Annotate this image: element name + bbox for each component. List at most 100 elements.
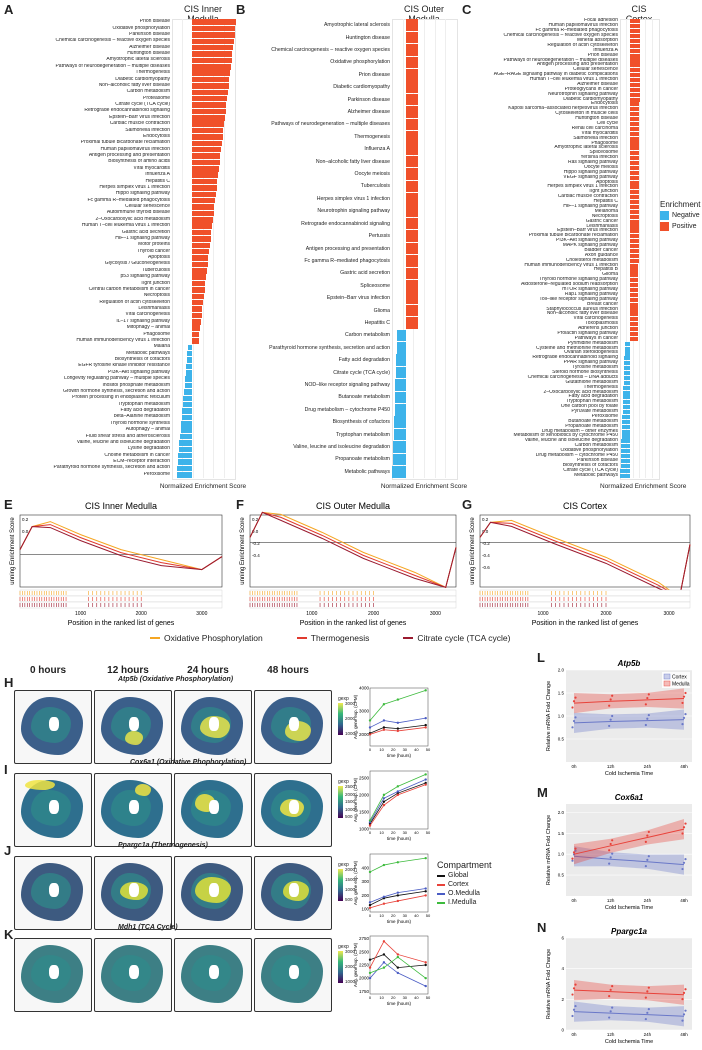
- negative-bar: [622, 410, 630, 415]
- trend-line-cortex: [573, 1011, 685, 1017]
- series-point: [382, 797, 386, 800]
- pathway-label: Oxidative phosphorylation: [560, 448, 618, 454]
- gsea-ytick: -0.2: [252, 541, 260, 546]
- series-line-imedulla: [369, 956, 426, 979]
- negative-bar: [177, 465, 192, 472]
- pathway-label: Tyrosine metabolism: [572, 365, 618, 371]
- qpcr-point: [681, 722, 684, 726]
- negative-bar: [180, 427, 192, 433]
- positive-bar: [192, 76, 230, 83]
- negative-bar: [620, 473, 630, 478]
- positive-bar: [192, 236, 211, 242]
- series-point: [368, 901, 372, 904]
- pathway-label: Hepatitis B: [593, 267, 618, 273]
- pathway-label: Tight junction: [588, 189, 618, 195]
- pathway-label: Human immunodeficiency virus 1 infection: [524, 262, 618, 268]
- qpcr-point: [608, 849, 611, 852]
- pathway-label: Citrate cycle (TCA cycle): [115, 102, 170, 108]
- line-ytick: 2750: [359, 936, 370, 941]
- positive-bar: [192, 64, 231, 70]
- negative-bar: [623, 395, 630, 400]
- pathway-label: Longevity regulating pathway – multiple …: [64, 376, 170, 382]
- series-point: [396, 971, 400, 975]
- series-point: [382, 728, 386, 731]
- gsea-xlabel: Position in the ranked list of genes: [68, 620, 175, 627]
- negative-bar: [393, 441, 406, 453]
- qpcr-title: Cox6a1: [615, 793, 644, 802]
- qpcr-point: [611, 1006, 614, 1009]
- pathway-label: Autoimmune thyroid disease: [106, 210, 170, 216]
- negative-bar: [620, 468, 630, 473]
- positive-bar: [406, 31, 418, 44]
- pathway-label: Valine, leucine and isoleucine degradati…: [76, 439, 170, 445]
- pathway-label: Kaposi sarcoma–associated herpesvirus in…: [508, 106, 618, 112]
- pathway-label: Aldosterone–regulated sodium reabsorptio…: [520, 282, 618, 288]
- pathway-label: Cellular senescence: [124, 204, 170, 210]
- negative-bar: [620, 458, 630, 463]
- positive-bar: [192, 57, 232, 64]
- pathway-label: Viral myocarditis: [133, 165, 170, 171]
- positive-bar: [192, 83, 229, 89]
- positive-bar: [192, 108, 226, 115]
- qpcr-point: [572, 1008, 576, 1011]
- positive-bar: [406, 217, 418, 230]
- x-axis-label: Normalized Enrichment Score: [159, 483, 247, 490]
- scale-tick: 1000: [345, 806, 356, 812]
- pathway-label: Alzheimer disease: [577, 81, 618, 87]
- pathway-label: Viral carcinogenesis: [573, 316, 618, 322]
- tissue-section: [254, 773, 332, 847]
- pathway-label: Choline metabolism in cancer: [104, 452, 170, 458]
- negative-bar: [620, 453, 630, 459]
- gsea-ytick: 0.0: [252, 529, 259, 534]
- panel-label-f: F: [236, 497, 244, 512]
- pathway-label: PPAR signaling pathway: [563, 360, 618, 366]
- pathway-label: Human T–cell leukemia virus 1 infection: [529, 77, 618, 83]
- series-point: [368, 819, 372, 822]
- hour-48: 48 hours: [267, 665, 309, 676]
- scale-tick: 3000: [345, 949, 356, 954]
- pathway-label: PI3K–Akt signaling pathway: [556, 238, 618, 244]
- pathway-label: Propanoate metabolism: [335, 456, 390, 463]
- positive-bar: [630, 331, 639, 336]
- pathway-label: Alzheimer disease: [129, 44, 170, 50]
- positive-bar: [630, 229, 639, 234]
- series-point: [424, 783, 427, 786]
- positive-bar: [630, 244, 639, 249]
- pathway-label: Glioma: [373, 307, 390, 314]
- tissue-section: [174, 856, 252, 930]
- negative-bar: [622, 414, 630, 419]
- line-xtick: 0: [369, 995, 372, 1000]
- positive-bar: [192, 89, 228, 96]
- pathway-label: Apoptosis: [148, 255, 170, 261]
- pathway-label: Tryptophan metabolism: [565, 399, 618, 405]
- pathway-label: Cysteine and methionine metabolism: [536, 345, 618, 351]
- positive-bar: [406, 93, 418, 106]
- series-point: [382, 703, 386, 706]
- qpcr-plot-bg: [566, 804, 692, 896]
- qpcr-ytick: 0: [561, 1028, 564, 1033]
- negative-bar: [624, 351, 630, 356]
- negative-bar: [623, 390, 630, 395]
- pathway-label: Biosynthesis of cofactors: [114, 357, 170, 363]
- positive-bar: [192, 185, 217, 191]
- qpcr-point: [682, 716, 686, 719]
- positive-bar: [192, 146, 222, 153]
- pathway-label: Chemical carcinogenesis – reactive oxyge…: [503, 33, 618, 39]
- pathway-label: Bladder cancer: [584, 247, 618, 253]
- pathway-label: Viral myocarditis: [581, 130, 618, 136]
- line-xtick: 20: [391, 995, 396, 1000]
- qpcr-point: [681, 1019, 684, 1022]
- positive-bar: [630, 82, 640, 87]
- pathway-label: Diabetic cardiomyopathy: [333, 84, 390, 91]
- tissue-gap: [209, 717, 219, 731]
- negative-bar: [396, 354, 406, 366]
- qpcr-point: [574, 849, 577, 852]
- scale-tick: 1500: [345, 877, 356, 882]
- line-xlabel: time (hours): [387, 1001, 412, 1006]
- pathway-label: HIF–1 signaling pathway: [563, 203, 618, 209]
- negative-label: Negative: [672, 212, 700, 219]
- tissue-gap: [289, 717, 299, 731]
- qpcr-legend-swatch: [663, 680, 671, 687]
- pathway-label: Epstein–Barr virus infection: [326, 295, 390, 302]
- negative-bar: [624, 361, 630, 366]
